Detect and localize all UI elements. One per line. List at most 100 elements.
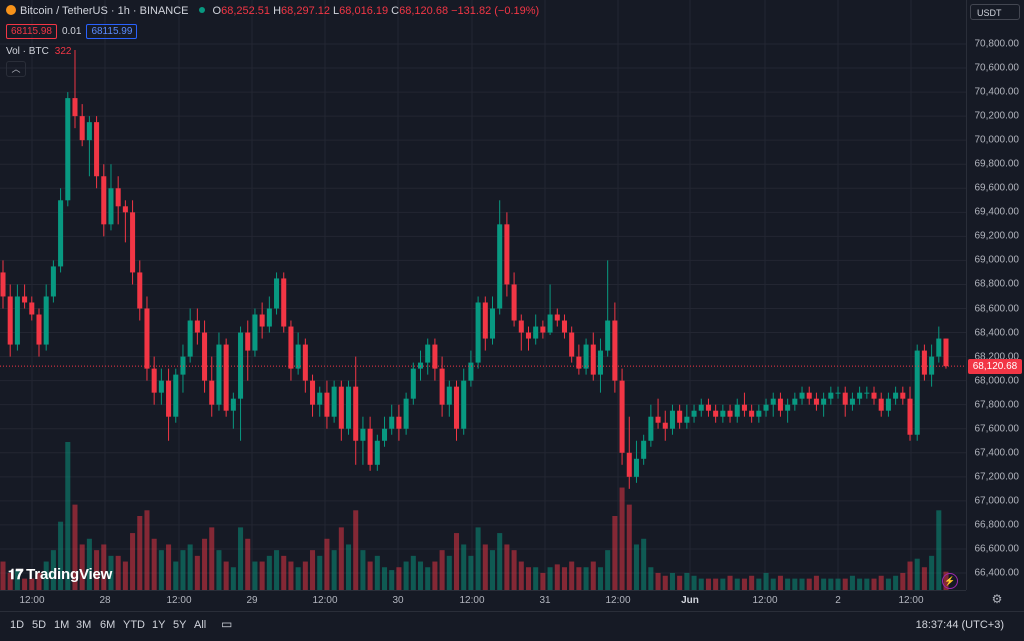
market-open-dot-icon: [198, 7, 205, 13]
volume-bar: [144, 510, 150, 590]
buy-price-button[interactable]: 68115.99: [86, 24, 138, 39]
volume-bar: [518, 561, 524, 590]
volume-bar: [569, 561, 575, 590]
candle-body: [439, 368, 445, 405]
candle-body: [144, 308, 150, 369]
volume-bar: [446, 555, 452, 590]
volume-bar: [374, 555, 380, 590]
volume-bar: [900, 572, 906, 590]
brand-name: TradingView: [26, 566, 113, 583]
open-label: O: [212, 5, 222, 17]
candle-body: [353, 386, 359, 441]
volume-bar: [223, 561, 229, 590]
candle-body: [389, 416, 395, 429]
volume-bar: [209, 527, 215, 590]
range-1y[interactable]: 1Y: [152, 619, 166, 631]
high-label: H: [273, 5, 282, 17]
price-axis[interactable]: 70,800.00 70,600.00 70,400.00 70,200.00 70,0…: [966, 0, 1024, 590]
candle-body: [677, 410, 683, 423]
candle-body: [943, 338, 949, 367]
candle-body: [770, 398, 776, 405]
candle-body: [72, 98, 78, 117]
candle-body: [576, 356, 582, 369]
volume-bar: [770, 578, 776, 590]
range-3m[interactable]: 3M: [76, 619, 92, 631]
collapse-legend-button[interactable]: ︿: [6, 61, 26, 77]
price-tick-label: 69,400.00: [974, 206, 1020, 218]
price-tick-label: 66,400.00: [974, 567, 1020, 579]
calendar-icon[interactable]: ▭: [221, 617, 233, 631]
volume-bar: [648, 567, 654, 590]
volume-bar: [525, 567, 532, 590]
candle-body: [58, 200, 64, 267]
range-1m[interactable]: 1M: [54, 619, 70, 631]
range-all[interactable]: All: [194, 619, 207, 631]
volume-bar: [101, 544, 107, 590]
range-ytd[interactable]: YTD: [123, 619, 145, 631]
candlestick-chart[interactable]: [0, 0, 966, 590]
volume-bar: [612, 516, 618, 590]
volume-bar: [158, 550, 164, 590]
volume-bar: [727, 575, 733, 590]
volume-bar: [22, 578, 28, 590]
sell-price-button[interactable]: 68115.98: [6, 24, 57, 39]
candle-body: [893, 392, 899, 399]
price-tick-label: 68,800.00: [974, 278, 1020, 290]
volume-bar: [403, 561, 409, 590]
lightning-icon[interactable]: ⚡: [942, 573, 958, 589]
candle-body: [274, 278, 280, 309]
volume-bar: [130, 533, 136, 590]
range-1d[interactable]: 1D: [10, 619, 25, 631]
volume-bar: [655, 572, 661, 590]
candle-body: [245, 332, 251, 351]
candle-body: [749, 410, 755, 417]
candle-body: [720, 410, 726, 417]
candle-body: [583, 344, 589, 369]
candle-body: [137, 272, 143, 309]
candle-body: [590, 344, 596, 375]
candle-body: [691, 410, 697, 417]
volume-bar: [331, 550, 337, 590]
volume-bar: [921, 567, 927, 590]
range-5d[interactable]: 5D: [32, 619, 47, 631]
volume-bar: [79, 544, 85, 590]
volume-bar: [626, 504, 632, 590]
candle-body: [22, 296, 28, 303]
candle-body: [29, 302, 35, 315]
candle-body: [453, 386, 460, 429]
volume-bar: [756, 578, 762, 590]
candle-body: [482, 302, 488, 339]
volume-bar: [50, 550, 56, 590]
range-5y[interactable]: 5Y: [173, 619, 187, 631]
symbol-legend: Bitcoin / TetherUS · 1h · BINANCE O68,252…: [6, 5, 539, 17]
clock-timezone[interactable]: 18:37:44 (UTC+3): [915, 619, 1004, 631]
currency-selector[interactable]: USDT: [970, 4, 1020, 20]
tradingview-logo[interactable]: 𝟏𝟕 TradingView: [8, 566, 112, 583]
candle-body: [669, 410, 675, 429]
chevron-up-icon: ︿: [11, 64, 21, 74]
volume-bar: [475, 527, 481, 590]
volume-bar: [684, 572, 690, 590]
volume-bar: [842, 578, 848, 590]
gear-icon[interactable]: ⚙: [991, 592, 1003, 606]
price-tick-label: 70,200.00: [974, 110, 1020, 122]
volume-bar: [238, 527, 244, 590]
volume-bar: [547, 567, 553, 590]
price-tick-label: 67,400.00: [974, 447, 1020, 459]
candle-body: [900, 392, 906, 399]
volume-bar: [108, 555, 114, 590]
volume-bar: [324, 538, 330, 590]
range-6m[interactable]: 6M: [100, 619, 116, 631]
volume-bar: [367, 561, 373, 590]
candle-body: [151, 368, 157, 393]
time-axis[interactable]: 12:00 28 12:00 29 12:00 30 12:00 31 12:00 Jun 12:0…: [0, 590, 966, 611]
chart-pane[interactable]: [0, 0, 966, 590]
volume-bar: [590, 561, 596, 590]
symbol-title[interactable]: Bitcoin / TetherUS · 1h · BINANCE: [20, 5, 189, 17]
candle-body: [806, 392, 812, 399]
volume-bar: [705, 578, 711, 590]
candle-body: [785, 404, 791, 411]
candle-body: [14, 296, 20, 345]
time-tick-label: 12:00: [166, 595, 192, 606]
volume-bar: [338, 527, 344, 590]
